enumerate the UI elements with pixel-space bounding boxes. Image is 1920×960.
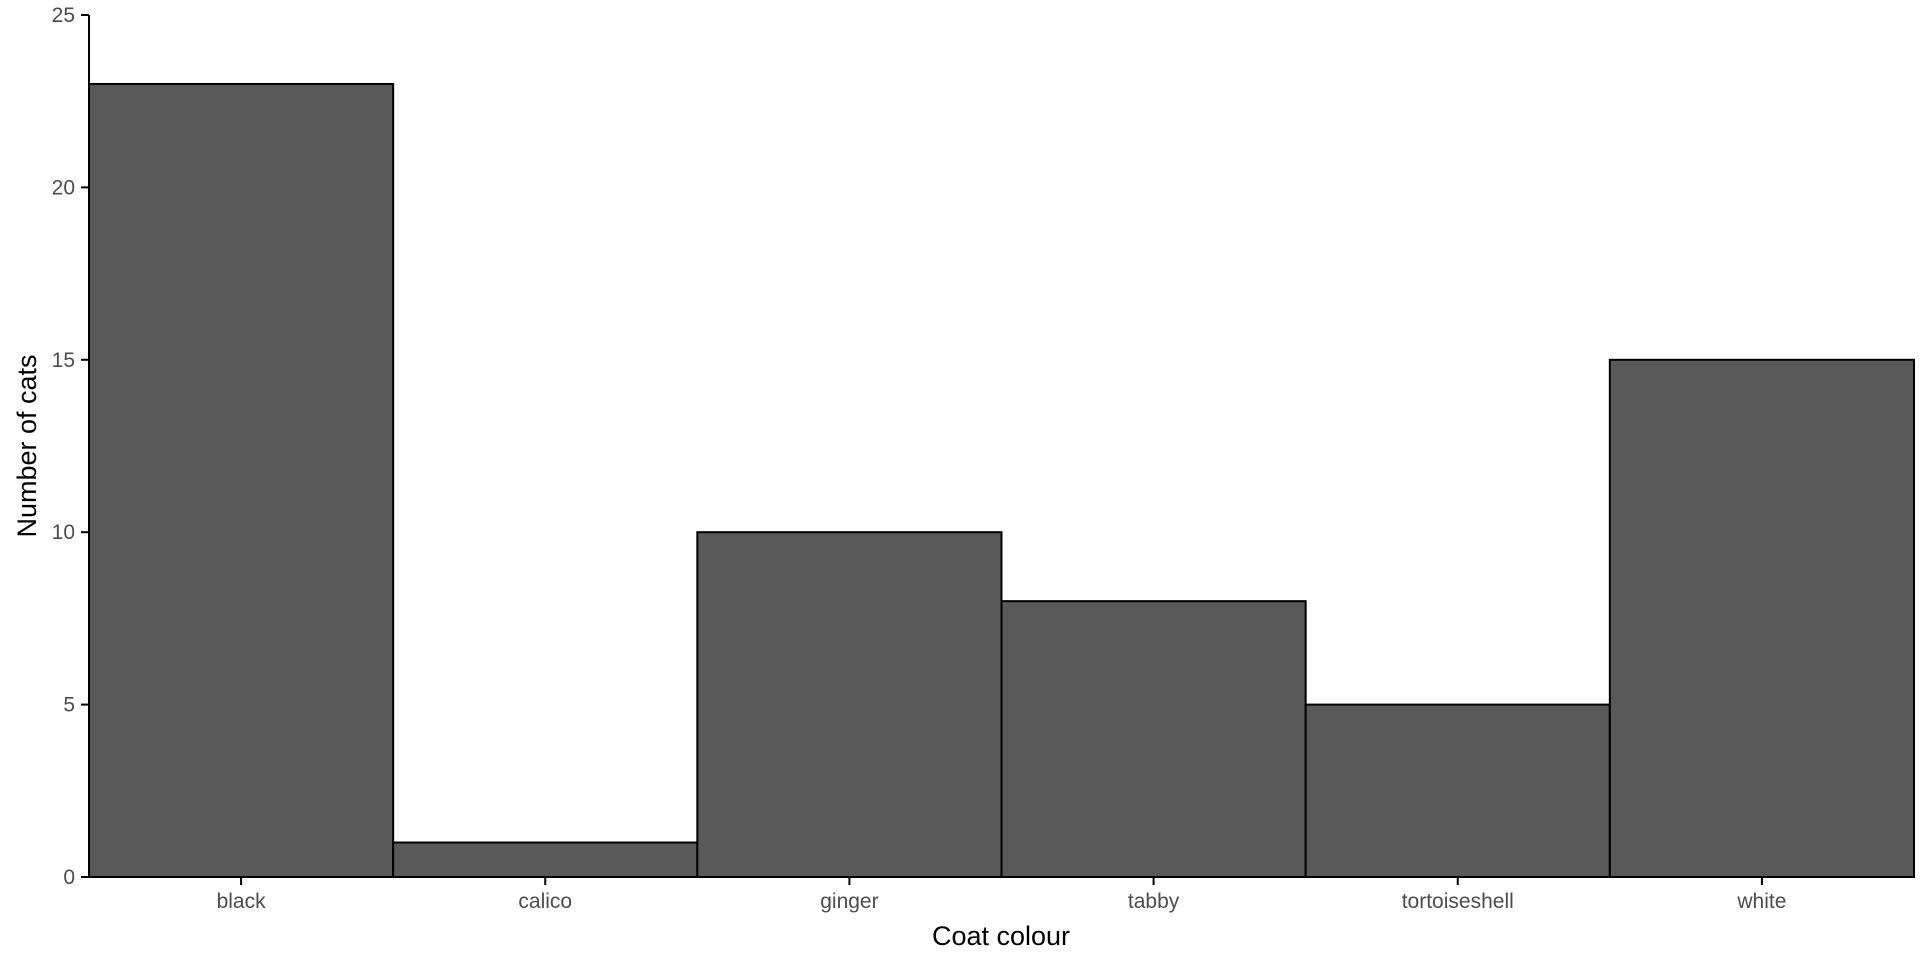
y-axis-title: Number of cats bbox=[12, 354, 42, 537]
y-tick-label: 0 bbox=[63, 866, 75, 889]
y-tick-label: 20 bbox=[52, 176, 75, 199]
x-tick-label-black: black bbox=[217, 890, 267, 913]
y-tick-label: 5 bbox=[63, 694, 75, 717]
x-tick-label-ginger: ginger bbox=[820, 890, 878, 913]
bar-tortoiseshell bbox=[1304, 703, 1611, 878]
x-tick-label-white: white bbox=[1736, 890, 1786, 913]
x-tick-label-tortoiseshell: tortoiseshell bbox=[1402, 890, 1514, 913]
bar-white bbox=[1608, 358, 1916, 878]
y-tick-label: 25 bbox=[52, 4, 75, 27]
x-tick-label-tabby: tabby bbox=[1128, 890, 1180, 913]
bar-ginger bbox=[696, 531, 1003, 878]
y-tick-label: 15 bbox=[52, 349, 75, 372]
bar-tabby bbox=[1000, 600, 1307, 878]
y-ticks-group: 0 5 10 15 20 25 bbox=[52, 4, 89, 889]
x-tick-label-calico: calico bbox=[518, 890, 572, 913]
y-tick-label: 10 bbox=[52, 521, 75, 544]
bars-group bbox=[88, 82, 1916, 879]
bar-calico bbox=[392, 841, 699, 879]
x-axis-title: Coat colour bbox=[932, 921, 1070, 951]
bar-black bbox=[88, 82, 395, 878]
x-ticks-group: black calico ginger tabby tortoiseshell white bbox=[217, 877, 1786, 913]
